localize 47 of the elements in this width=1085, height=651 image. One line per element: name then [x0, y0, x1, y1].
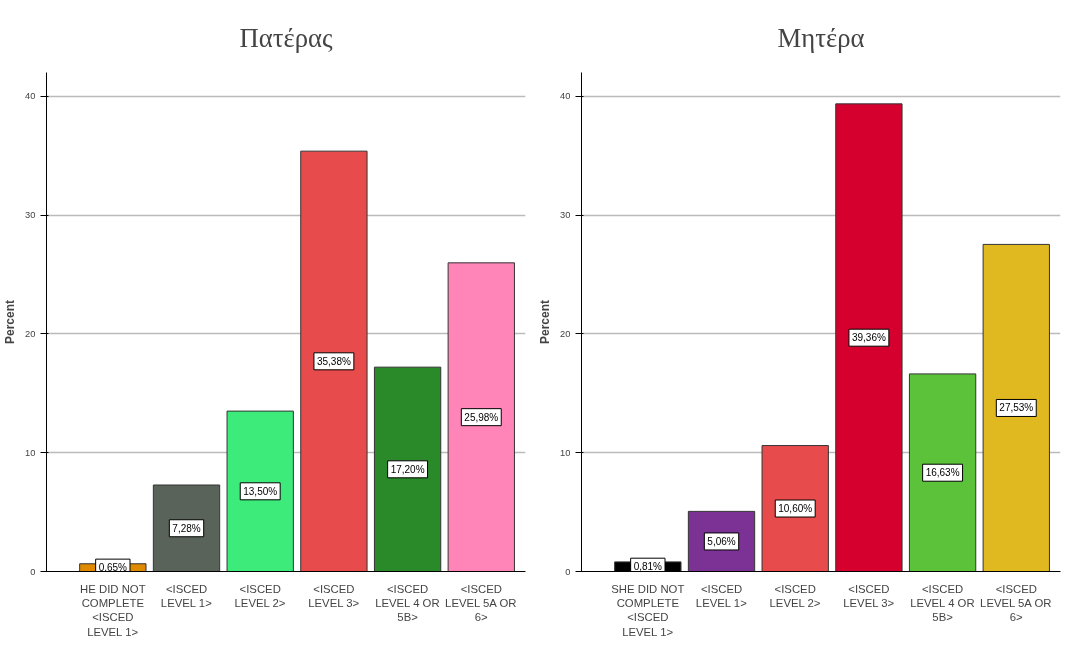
y-tick-label: 30 [560, 210, 571, 221]
y-axis-title: Percent [3, 299, 18, 345]
data-label: 13,50% [243, 485, 278, 497]
y-tick-label: 0 [30, 566, 36, 577]
y-tick-label: 40 [25, 91, 36, 102]
data-label: 17,20% [390, 463, 425, 475]
y-tick-label: 20 [560, 328, 571, 339]
y-tick-label: 10 [560, 447, 571, 458]
x-tick-label: <ISCED LEVEL 2> [769, 582, 821, 609]
data-label: 5,06% [707, 535, 736, 547]
bar [152, 484, 221, 572]
data-label: 0,65% [98, 562, 128, 574]
bar [300, 150, 368, 572]
y-tick-label: 20 [25, 328, 36, 339]
data-label: 25,98% [464, 411, 499, 423]
bar [835, 103, 903, 572]
x-tick-label: <ISCED LEVEL 4 OR 5B> [375, 582, 440, 624]
chart-title: Μητέρα [777, 22, 865, 53]
x-tick-label: <ISCED LEVEL 5A OR 6> [445, 582, 517, 624]
x-tick-label: <ISCED LEVEL 5A OR 6> [980, 582, 1052, 624]
x-tick-label: <ISCED LEVEL 4 OR 5B> [910, 582, 975, 624]
y-axis-title: Percent [538, 299, 553, 345]
data-label: 27,53% [999, 402, 1034, 414]
data-label: 39,36% [851, 332, 886, 344]
data-label: 0,81% [633, 561, 663, 573]
bar [226, 410, 294, 572]
x-tick-label: <ISCED LEVEL 1> [160, 582, 213, 609]
x-tick-label: <ISCED LEVEL 1> [695, 582, 748, 609]
data-label: 16,63% [925, 467, 960, 479]
data-label: 7,28% [172, 522, 201, 534]
bar [373, 366, 442, 572]
bar [447, 262, 515, 572]
bar [908, 373, 977, 572]
x-tick-label: <ISCED LEVEL 3> [308, 582, 360, 609]
x-tick-label: SHE DID NOT COMPLETE <ISCED LEVEL 1> [611, 582, 685, 638]
y-tick-label: 10 [25, 447, 36, 458]
chart-title: Πατέρας [239, 22, 333, 53]
x-tick-label: <ISCED LEVEL 2> [234, 582, 286, 609]
x-tick-label: <ISCED LEVEL 3> [843, 582, 895, 609]
bar [982, 243, 1050, 572]
bar [761, 445, 829, 572]
data-label: 35,38% [316, 355, 351, 367]
y-tick-label: 40 [560, 91, 571, 102]
y-tick-label: 30 [25, 210, 36, 221]
x-tick-label: HE DID NOT COMPLETE <ISCED LEVEL 1> [80, 582, 146, 638]
data-label: 10,60% [778, 503, 813, 515]
y-tick-label: 0 [565, 566, 571, 577]
